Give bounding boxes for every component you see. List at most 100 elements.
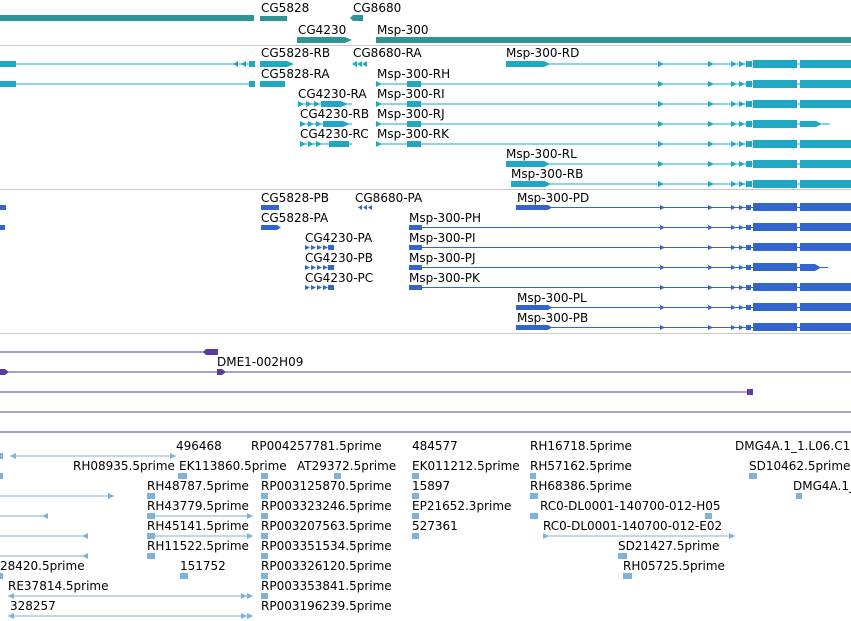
protein-msp-300-pk[interactable] bbox=[409, 283, 851, 291]
est-label[interactable]: RH45141.5prime bbox=[147, 519, 249, 533]
est-label[interactable]: 15897 bbox=[412, 479, 451, 493]
est-label[interactable]: RH48787.5prime bbox=[147, 479, 249, 493]
est-label[interactable]: RH16718.5prime bbox=[530, 439, 632, 453]
protein-label[interactable]: Msp-300-PL bbox=[517, 291, 587, 305]
transcript-label[interactable]: Msp-300-RJ bbox=[377, 107, 445, 121]
est-label[interactable]: RH05725.5prime bbox=[623, 559, 725, 573]
est-row[interactable] bbox=[0, 553, 627, 559]
transcript-label[interactable]: CG4230-RB bbox=[300, 107, 370, 121]
est-label[interactable]: SD10462.5prime bbox=[749, 459, 851, 473]
protein-label[interactable]: CG4230-PB bbox=[305, 251, 374, 265]
transcript-msp-300-rk[interactable] bbox=[376, 140, 851, 148]
transcript-label[interactable]: Msp-300-RH bbox=[377, 67, 451, 81]
gene-bar[interactable] bbox=[0, 15, 254, 21]
est-row[interactable] bbox=[8, 593, 268, 599]
est-row[interactable] bbox=[0, 473, 757, 479]
protein-label[interactable]: CG5828-PB bbox=[261, 191, 330, 205]
est-label[interactable]: 328257 bbox=[10, 599, 56, 613]
transcript-label[interactable]: CG4230-RA bbox=[298, 87, 367, 101]
est-label[interactable]: RP004257781.5prime bbox=[251, 439, 382, 453]
est-label[interactable]: RH68386.5prime bbox=[530, 479, 632, 493]
transcript-msp-300-ri[interactable] bbox=[376, 100, 851, 108]
protein-label[interactable]: Msp-300-PJ bbox=[409, 251, 476, 265]
transcript-msp-300-rh[interactable] bbox=[376, 80, 851, 88]
protein-cg5828-pb[interactable] bbox=[261, 205, 279, 210]
transcript-label[interactable]: CG5828-RB bbox=[261, 46, 331, 60]
clone-label[interactable]: DME1-002H09 bbox=[217, 355, 304, 369]
transcript-row[interactable] bbox=[0, 61, 255, 67]
transcript-cg4230-ra[interactable] bbox=[298, 101, 352, 107]
est-label[interactable]: RP003125870.5prime bbox=[261, 479, 392, 493]
protein-label[interactable]: Msp-300-PB bbox=[517, 311, 589, 325]
protein-msp-300-pb[interactable] bbox=[516, 323, 851, 331]
clone-row[interactable] bbox=[0, 389, 753, 395]
est-label[interactable]: RE37814.5prime bbox=[8, 579, 109, 593]
est-row[interactable] bbox=[8, 613, 253, 619]
est-row[interactable] bbox=[0, 533, 735, 539]
transcript-cg5828-ra[interactable] bbox=[260, 81, 285, 87]
est-label[interactable]: 496468 bbox=[176, 439, 222, 453]
est-label[interactable]: RH08935.5prime bbox=[73, 459, 175, 473]
transcript-label[interactable]: Msp-300-RD bbox=[506, 46, 580, 60]
protein-cg8680-pa[interactable] bbox=[358, 205, 372, 210]
est-label[interactable]: 151752 bbox=[180, 559, 226, 573]
est-label[interactable]: 527361 bbox=[412, 519, 458, 533]
transcript-row[interactable] bbox=[0, 81, 255, 87]
est-label[interactable]: DMG4A.1_1.L06.C1 bbox=[735, 439, 851, 453]
protein-msp-300-pl[interactable] bbox=[516, 303, 851, 311]
protein-cg4230-pb[interactable] bbox=[305, 265, 334, 270]
transcript-cg4230-rb[interactable] bbox=[300, 121, 352, 127]
transcript-msp-300-rb[interactable] bbox=[511, 180, 851, 188]
est-label[interactable]: RH57162.5prime bbox=[530, 459, 632, 473]
transcript-cg8680-ra[interactable] bbox=[352, 61, 367, 67]
est-label[interactable]: RP003326120.5prime bbox=[261, 559, 392, 573]
est-label[interactable]: 484577 bbox=[412, 439, 458, 453]
est-label[interactable]: DMG4A.1_ bbox=[793, 479, 851, 493]
protein-label[interactable]: CG4230-PA bbox=[305, 231, 373, 245]
protein-label[interactable]: Msp-300-PI bbox=[409, 231, 476, 245]
protein-label[interactable]: CG5828-PA bbox=[261, 211, 329, 225]
est-label[interactable]: 28420.5prime bbox=[0, 559, 85, 573]
transcript-msp-300-rl[interactable] bbox=[506, 160, 851, 168]
est-label[interactable]: RC0-DL0001-140700-012-E02 bbox=[543, 519, 723, 533]
transcript-msp-300-rj[interactable] bbox=[376, 120, 830, 128]
protein-label[interactable]: CG4230-PC bbox=[305, 271, 374, 285]
est-label[interactable]: RP003351534.5prime bbox=[261, 539, 392, 553]
transcript-cg5828-rb[interactable] bbox=[260, 61, 294, 67]
est-label[interactable]: EK011212.5prime bbox=[412, 459, 520, 473]
protein-cg5828-pa[interactable] bbox=[261, 225, 281, 230]
transcript-msp-300-rd[interactable] bbox=[506, 60, 851, 68]
transcript-label[interactable]: Msp-300-RL bbox=[506, 147, 577, 161]
est-label[interactable]: EP21652.3prime bbox=[412, 499, 512, 513]
gene-bar-cg8680[interactable] bbox=[350, 15, 363, 21]
transcript-label[interactable]: Msp-300-RK bbox=[377, 127, 449, 141]
est-label[interactable]: RH43779.5prime bbox=[147, 499, 249, 513]
gene-label-cg5828[interactable]: CG5828 bbox=[261, 1, 310, 15]
protein-msp-300-pi[interactable] bbox=[409, 243, 851, 251]
transcript-cg4230-rc[interactable] bbox=[300, 141, 352, 147]
est-label[interactable]: RP003323246.5prime bbox=[261, 499, 392, 513]
protein-label[interactable]: CG8680-PA bbox=[355, 191, 423, 205]
gene-label-cg4230[interactable]: CG4230 bbox=[298, 23, 347, 37]
protein-msp-300-pj[interactable] bbox=[409, 263, 828, 271]
transcript-label[interactable]: Msp-300-RB bbox=[511, 167, 584, 181]
transcript-label[interactable]: CG8680-RA bbox=[353, 46, 422, 60]
est-row[interactable] bbox=[0, 453, 176, 459]
est-row[interactable] bbox=[0, 573, 632, 579]
est-label[interactable]: RP003353841.5prime bbox=[261, 579, 392, 593]
est-label[interactable]: RC0-DL0001-140700-012-H05 bbox=[540, 499, 721, 513]
protein-cg4230-pc[interactable] bbox=[305, 285, 334, 290]
transcript-label[interactable]: Msp-300-RI bbox=[377, 87, 445, 101]
protein-label[interactable]: Msp-300-PK bbox=[409, 271, 480, 285]
est-label[interactable]: EK113860.5prime bbox=[179, 459, 287, 473]
protein-label[interactable]: Msp-300-PH bbox=[409, 211, 482, 225]
transcript-label[interactable]: CG4230-RC bbox=[300, 127, 369, 141]
est-label[interactable]: AT29372.5prime bbox=[297, 459, 397, 473]
gene-bar-msp-300[interactable] bbox=[376, 37, 851, 43]
protein-label[interactable]: Msp-300-PD bbox=[517, 191, 590, 205]
est-label[interactable]: RH11522.5prime bbox=[147, 539, 249, 553]
gene-label-msp-300[interactable]: Msp-300 bbox=[377, 23, 429, 37]
est-label[interactable]: SD21427.5prime bbox=[618, 539, 720, 553]
protein-row[interactable] bbox=[0, 205, 6, 230]
protein-msp-300-pd[interactable] bbox=[516, 203, 851, 211]
